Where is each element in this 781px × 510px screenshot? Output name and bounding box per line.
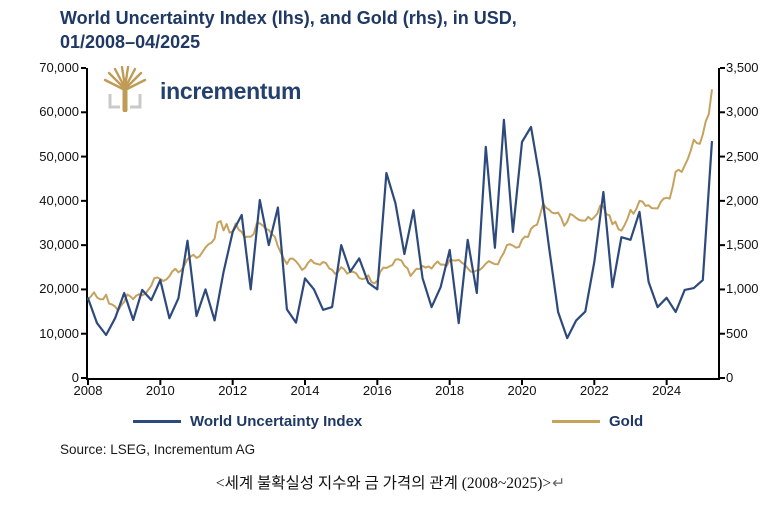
- wui-line-swatch: [133, 419, 181, 423]
- x-tick-label: 2016: [362, 383, 392, 398]
- y-right-tick-label: 500: [726, 325, 748, 341]
- x-tick-label: 2022: [579, 383, 609, 398]
- logo-wordmark: incrementum: [160, 78, 302, 104]
- y-left-tick-label: 0: [71, 370, 79, 385]
- incrementum-logo: incrementum: [100, 65, 302, 117]
- gold-series-line: [87, 89, 713, 312]
- y-right-tick-label: 3,000: [726, 104, 759, 120]
- wui-series-line: [86, 118, 714, 340]
- y-left-tick-label: 20,000: [39, 281, 79, 297]
- korean-caption-text: <세계 불확실성 지수와 금 가격의 관계 (2008~2025)>: [215, 475, 552, 492]
- legend-item-wui: World Uncertainty Index: [133, 412, 362, 430]
- korean-caption: <세계 불확실성 지수와 금 가격의 관계 (2008~2025)>↵: [0, 471, 781, 493]
- x-tick-label: 2024: [652, 383, 682, 398]
- y-left-tick-label: 40,000: [39, 192, 79, 208]
- x-tick-label: 2012: [218, 383, 248, 398]
- chart-title-line2: 01/2008–04/2025: [60, 32, 201, 52]
- y-right-tick-label: 1,000: [726, 281, 759, 297]
- y-left-tick-label: 60,000: [39, 104, 79, 120]
- y-right-tick-label: 0: [726, 370, 734, 385]
- x-tick-label: 2020: [507, 383, 537, 398]
- y-left-tick-label: 10,000: [39, 325, 79, 341]
- y-left-tick-label: 50,000: [39, 148, 79, 164]
- x-tick-label: 2010: [145, 383, 175, 398]
- x-tick-label: 2008: [73, 383, 103, 398]
- legend-item-gold: Gold: [552, 412, 643, 430]
- x-tick-label: 2014: [290, 383, 320, 398]
- y-left-tick-label: 30,000: [39, 237, 79, 253]
- source-note: Source: LSEG, Incrementum AG: [60, 442, 256, 457]
- y-right-tick-label: 1,500: [726, 237, 759, 253]
- y-right-tick-label: 2,500: [726, 148, 759, 164]
- chart-title: World Uncertainty Index (lhs), and Gold …: [60, 6, 517, 54]
- return-mark: ↵: [552, 475, 566, 492]
- y-right-tick-label: 2,000: [726, 192, 759, 208]
- legend-label-wui: World Uncertainty Index: [190, 412, 363, 430]
- y-right-tick-label: 3,500: [726, 60, 759, 75]
- x-tick-label: 2018: [435, 383, 465, 398]
- tree-icon: [100, 65, 150, 117]
- gold-line-swatch: [552, 419, 600, 423]
- chart-title-line1: World Uncertainty Index (lhs), and Gold …: [60, 8, 517, 28]
- legend-label-gold: Gold: [609, 412, 644, 430]
- y-left-tick-label: 70,000: [39, 60, 79, 75]
